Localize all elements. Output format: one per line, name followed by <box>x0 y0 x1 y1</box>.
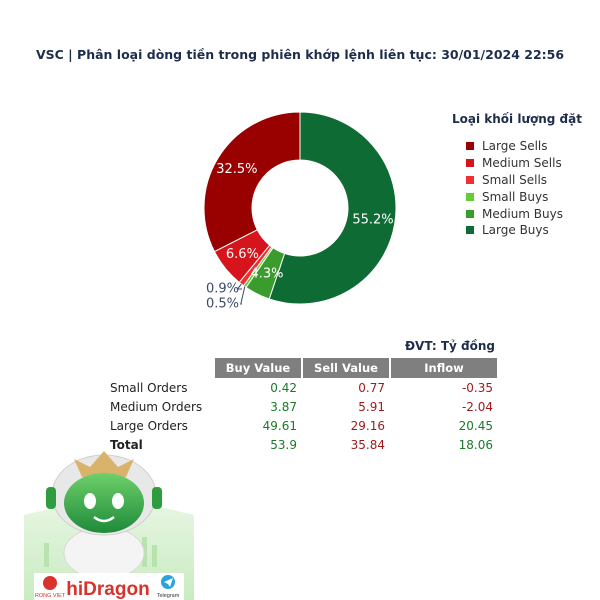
hidragon-mascot: RONG VIET hiDragon Telegram <box>24 451 194 600</box>
legend-swatch <box>466 159 474 168</box>
mascot-crown <box>74 451 134 477</box>
buy-value: 0.42 <box>270 380 297 395</box>
data-label-medium-buys: 4.3% <box>251 267 284 282</box>
header-inflow: Inflow <box>391 358 497 378</box>
legend-swatch <box>466 142 474 151</box>
legend-label: Small Sells <box>482 172 548 187</box>
legend-title: Loại khối lượng đặt <box>452 112 582 126</box>
data-label-medium-sells: 6.6% <box>226 247 259 262</box>
row-label: Medium Orders <box>110 399 203 414</box>
header-buy-value: Buy Value <box>215 358 301 378</box>
table-row: Small Orders 0.42 0.77 -0.35 <box>106 378 497 397</box>
telegram-label: Telegram <box>157 593 180 599</box>
mascot-face <box>64 473 144 533</box>
legend-label: Medium Sells <box>482 156 562 171</box>
legend-swatch <box>466 175 474 184</box>
buy-value: 49.61 <box>262 418 297 433</box>
chart-title: VSC | Phân loại dòng tiền trong phiên kh… <box>35 47 565 62</box>
data-label-small-sells: 0.9% <box>206 282 239 297</box>
pie-slice-large-sells[interactable] <box>203 111 301 253</box>
legend-item-large-sells[interactable]: Large Sells <box>452 138 582 155</box>
pie-slice-large-buys[interactable] <box>268 111 397 305</box>
donut-chart: 55.2% 32.5% 6.6% 4.3% 0.9%0.5% <box>203 111 397 312</box>
table-row: Medium Orders 3.87 5.91 -2.04 <box>106 397 497 416</box>
leader-line <box>240 286 246 305</box>
legend-label: Medium Buys <box>482 206 563 221</box>
legend-swatch <box>466 226 474 235</box>
inflow-value: 20.45 <box>458 418 493 433</box>
legend-swatch <box>466 192 474 201</box>
legend-swatch <box>466 209 474 218</box>
rongviet-logo-text: RONG VIET <box>35 593 66 599</box>
legend-item-small-sells[interactable]: Small Sells <box>452 172 582 189</box>
table-corner <box>106 358 213 378</box>
sell-value: 0.77 <box>358 380 385 395</box>
legend-item-medium-buys[interactable]: Medium Buys <box>452 205 582 222</box>
sell-value: 35.84 <box>350 437 385 452</box>
sell-value: 29.16 <box>350 418 385 433</box>
data-label-large-buys: 55.2% <box>352 213 393 228</box>
data-label-large-sells: 32.5% <box>216 162 257 177</box>
sell-value: 5.91 <box>358 399 385 414</box>
inflow-value: 18.06 <box>458 437 493 452</box>
buy-value: 3.87 <box>270 399 297 414</box>
rongviet-logo-icon <box>43 576 57 590</box>
inflow-value: -0.35 <box>461 380 493 395</box>
hidragon-logo-text: hiDragon <box>66 579 149 600</box>
row-label: Large Orders <box>110 418 188 433</box>
legend-item-small-buys[interactable]: Small Buys <box>452 188 582 205</box>
legend-item-medium-sells[interactable]: Medium Sells <box>452 155 582 172</box>
table-row: Total 53.9 35.84 18.06 <box>106 435 497 454</box>
legend-label: Small Buys <box>482 189 549 204</box>
row-label: Small Orders <box>110 380 188 395</box>
inflow-value: -2.04 <box>461 399 493 414</box>
data-label-small-buys: 0.5% <box>206 297 239 312</box>
table-row: Large Orders 49.61 29.16 20.45 <box>106 416 497 435</box>
row-label: Total <box>110 437 143 452</box>
header-sell-value: Sell Value <box>303 358 389 378</box>
legend-label: Large Buys <box>482 223 549 238</box>
unit-label: ĐVT: Tỷ đồng <box>405 339 495 353</box>
money-flow-table: Buy Value Sell Value Inflow Small Orders… <box>104 358 499 454</box>
legend: Loại khối lượng đặt Large Sells Medium S… <box>452 112 582 239</box>
buy-value: 53.9 <box>270 437 297 452</box>
legend-label: Large Sells <box>482 139 548 154</box>
legend-item-large-buys[interactable]: Large Buys <box>452 222 582 239</box>
leader-line <box>236 283 242 290</box>
